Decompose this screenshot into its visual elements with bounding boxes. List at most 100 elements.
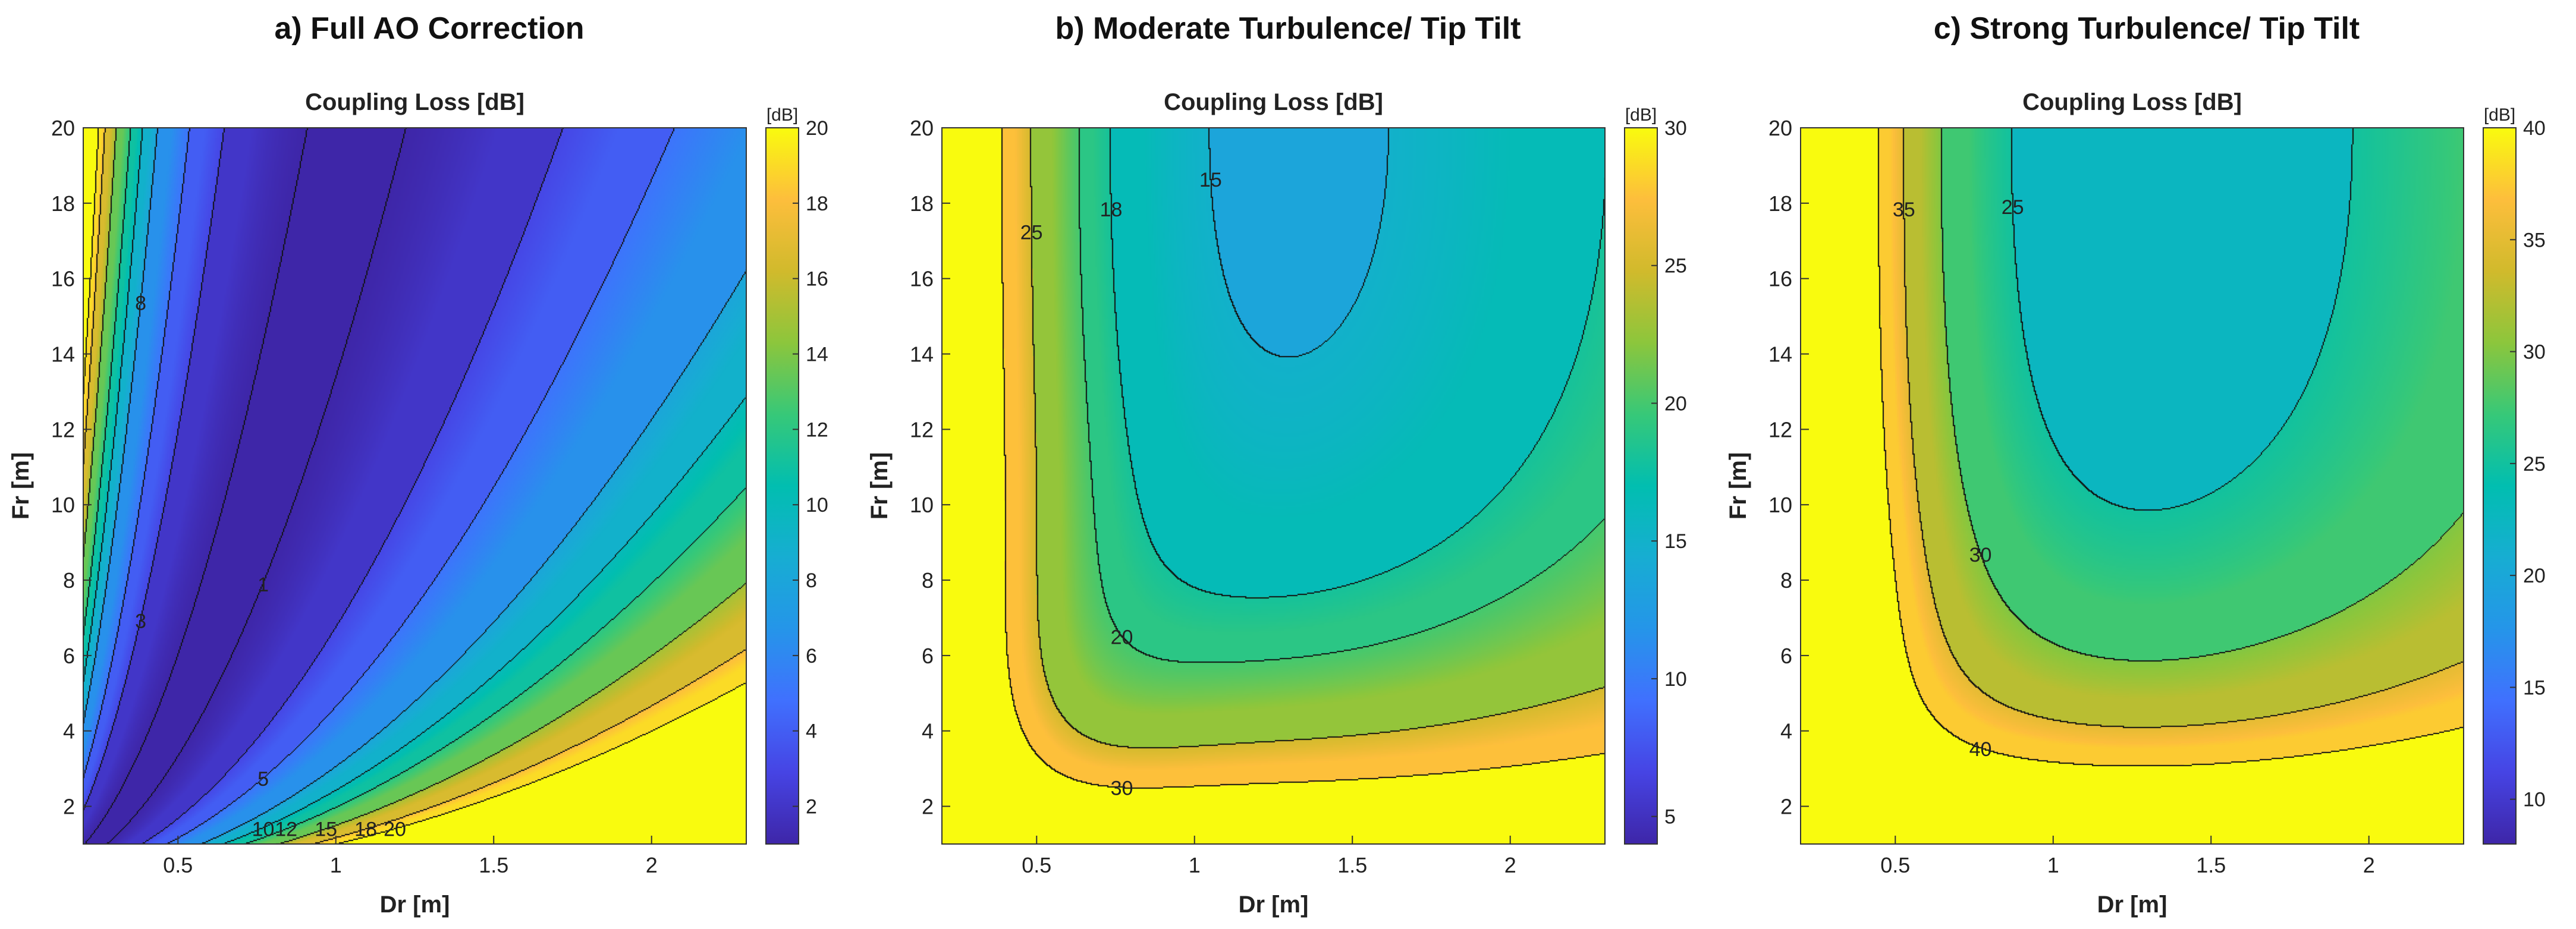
colorbar-tick-label: 20 (1664, 392, 1687, 415)
y-axis-label: Fr [m] (1725, 452, 1751, 519)
plot-frame (83, 127, 747, 845)
x-axis-label: Dr [m] (380, 892, 450, 918)
panel-moderate-turbulence: b) Moderate Turbulence/ Tip Tilt Couplin… (859, 0, 1717, 929)
contour-field (942, 128, 1605, 844)
panel-strong-turbulence: c) Strong Turbulence/ Tip Tilt Coupling … (1717, 0, 2576, 929)
contour-label: 20 (1111, 626, 1133, 648)
y-tick-label: 16 (51, 267, 75, 291)
contour-label: 35 (1893, 199, 1915, 221)
contour-label: 1 (257, 574, 269, 596)
y-tick-label: 6 (922, 644, 934, 668)
x-tick-label: 1.5 (2196, 853, 2226, 877)
contour-label: 25 (1020, 221, 1043, 244)
y-tick-label: 20 (910, 116, 934, 140)
colorbar-tick-label: 30 (1664, 117, 1687, 140)
colorbar (1624, 127, 1658, 845)
contour-field (1801, 128, 2464, 844)
x-tick-label: 2 (2363, 853, 2375, 877)
colorbar-tick-label: 14 (806, 344, 828, 366)
colorbar-tick-label: 25 (2523, 453, 2546, 475)
contour-label: 8 (135, 292, 146, 315)
y-tick-label: 10 (51, 493, 75, 517)
y-tick-label: 16 (1768, 267, 1792, 291)
colorbar-tick-label: 20 (2523, 565, 2546, 587)
colorbar-tick-label: 16 (806, 268, 828, 291)
y-tick-label: 18 (1768, 191, 1792, 216)
y-tick-label: 12 (1768, 417, 1792, 442)
colorbar-tick-label: 20 (806, 117, 828, 140)
y-tick-label: 8 (63, 568, 75, 593)
x-tick-label: 1.5 (1337, 853, 1367, 877)
y-tick-label: 2 (922, 795, 934, 819)
plot-frame (1800, 127, 2464, 845)
panel-full-ao: a) Full AO Correction Coupling Loss [dB]… (0, 0, 859, 929)
colorbar-tick-label: 18 (806, 193, 828, 215)
colorbar-label: [dB] (766, 105, 798, 125)
x-axis-label: Dr [m] (1239, 892, 1309, 918)
x-tick-label: 1 (2047, 853, 2059, 877)
x-tick-label: 2 (646, 853, 658, 877)
contour-chart-strong-turbulence: Coupling Loss [dB] 0.5 1 1.5 2 2 4 6 8 10 12 14 16 18… (1725, 89, 2546, 918)
x-tick-label: 1 (330, 853, 342, 877)
plot-subtitle: Coupling Loss [dB] (305, 89, 524, 115)
colorbar-tick-label: 15 (2523, 676, 2546, 699)
x-tick-label: 2 (1504, 853, 1516, 877)
contour-label: 25 (2002, 196, 2024, 219)
colorbar-tick-label: 10 (806, 494, 828, 517)
x-tick-label: 0.5 (1880, 853, 1910, 877)
x-tick-label: 1 (1189, 853, 1201, 877)
y-tick-label: 8 (1780, 568, 1792, 593)
colorbar-tick-label: 12 (806, 418, 828, 441)
panel-title: b) Moderate Turbulence/ Tip Tilt (1055, 11, 1521, 46)
colorbar-tick-label: 4 (806, 720, 817, 743)
y-tick-label: 18 (51, 191, 75, 216)
y-tick-label: 12 (910, 417, 934, 442)
contour-label: 18 (354, 818, 377, 841)
colorbar (765, 127, 799, 845)
contour-label: 30 (1969, 544, 1992, 566)
colorbar-tick-label: 2 (806, 796, 817, 818)
colorbar-tick-label: 35 (2523, 229, 2546, 251)
colorbar-tick-label: 6 (806, 645, 817, 667)
x-tick-label: 1.5 (479, 853, 508, 877)
y-tick-label: 6 (1780, 644, 1792, 668)
y-tick-label: 20 (51, 116, 75, 140)
contour-chart-full-ao: Coupling Loss [dB]0.5 1 1.5 224681012141618… (8, 89, 828, 918)
colorbar-tick-label: 10 (2523, 789, 2546, 811)
x-axis-label: Dr [m] (2097, 892, 2167, 918)
contour-label: 30 (1111, 777, 1133, 799)
colorbar-label: [dB] (2484, 105, 2515, 125)
panel-title: c) Strong Turbulence/ Tip Tilt (1933, 11, 2360, 46)
colorbar-tick-label: 5 (1664, 806, 1676, 829)
plot-subtitle: Coupling Loss [dB] (2022, 89, 2242, 115)
y-tick-label: 14 (1768, 342, 1792, 367)
y-tick-label: 12 (51, 417, 75, 442)
colorbar-tick-label: 10 (1664, 668, 1687, 691)
plot-subtitle: Coupling Loss [dB] (1164, 89, 1383, 115)
contour-label: 5 (257, 768, 269, 791)
colorbar-tick-label: 30 (2523, 341, 2546, 364)
y-axis-label: Fr [m] (866, 452, 893, 519)
y-tick-label: 8 (922, 568, 934, 593)
y-tick-label: 6 (63, 644, 75, 668)
contour-field (83, 128, 746, 844)
y-axis-label: Fr [m] (8, 452, 34, 519)
colorbar-label: [dB] (1625, 105, 1657, 125)
y-tick-label: 16 (910, 267, 934, 291)
y-tick-label: 2 (1780, 795, 1792, 819)
contour-label: 20 (384, 818, 406, 841)
x-tick-label: 0.5 (1022, 853, 1051, 877)
contour-label: 15 (1199, 169, 1222, 191)
y-tick-label: 4 (1780, 719, 1792, 744)
colorbar-tick-label: 15 (1664, 530, 1687, 553)
contour-label: 40 (1969, 738, 1992, 761)
y-tick-label: 20 (1768, 116, 1792, 140)
contour-label: 18 (1100, 199, 1123, 221)
x-tick-label: 0.5 (163, 853, 193, 877)
contour-label: 3 (135, 610, 146, 633)
y-tick-label: 10 (1768, 493, 1792, 517)
panel-title: a) Full AO Correction (274, 11, 585, 46)
y-tick-label: 14 (51, 342, 75, 367)
contour-label: 12 (275, 818, 297, 841)
contour-label: 10 (252, 818, 275, 841)
